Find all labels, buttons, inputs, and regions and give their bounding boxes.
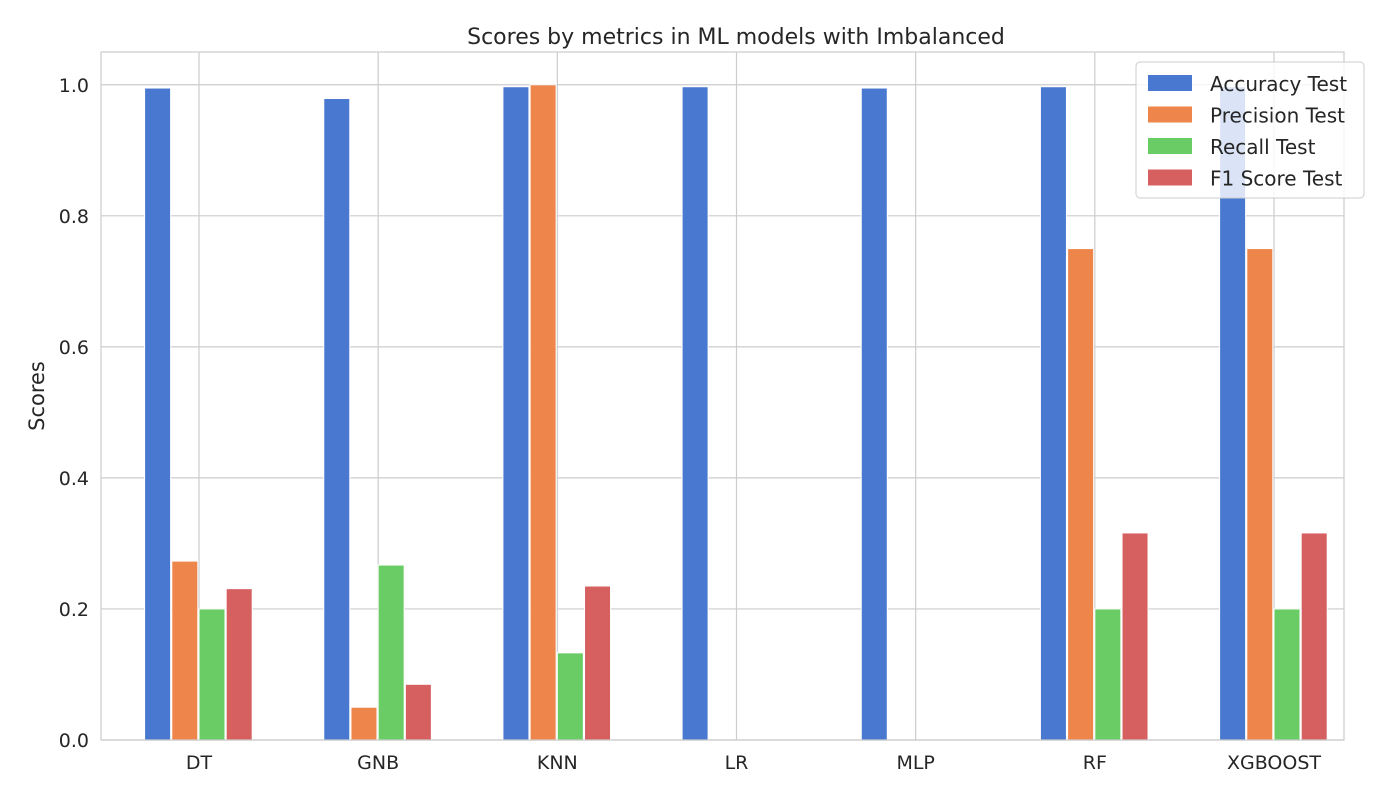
- bar-accuracy-test-gnb: [323, 98, 351, 741]
- bar-precision-test-dt: [171, 560, 199, 741]
- y-axis-label: Scores: [25, 361, 49, 431]
- bars: [144, 84, 1328, 741]
- bar-recall-test-gnb: [377, 564, 405, 741]
- bar-f1-score-test-dt: [225, 588, 253, 741]
- bar-f1-score-test-knn: [584, 585, 612, 741]
- y-tick-label: 0.4: [59, 468, 89, 490]
- x-tick-label: KNN: [537, 752, 578, 774]
- legend-label[interactable]: Recall Test: [1210, 135, 1316, 159]
- legend-label[interactable]: F1 Score Test: [1210, 167, 1343, 191]
- bar-recall-test-rf: [1094, 608, 1122, 741]
- y-tick-label: 0.2: [59, 599, 89, 621]
- x-tick-label: RF: [1083, 752, 1107, 774]
- bar-precision-test-xgboost: [1246, 248, 1274, 741]
- x-tick-labels: DT GNB KNN LR MLP RF XGBOOST: [186, 752, 1322, 774]
- bar-precision-test-knn: [529, 84, 557, 741]
- bar-f1-score-test-xgboost: [1300, 532, 1328, 741]
- x-tick-label: XGBOOST: [1227, 752, 1321, 774]
- bar-accuracy-test-knn: [502, 86, 530, 741]
- bar-recall-test-dt: [198, 608, 226, 741]
- legend-swatch: [1148, 169, 1192, 186]
- y-tick-label: 0.6: [59, 337, 89, 359]
- x-tick-label: MLP: [896, 752, 934, 774]
- y-tick-label: 1.0: [59, 75, 89, 97]
- chart-title: Scores by metrics in ML models with Imba…: [467, 25, 1005, 50]
- bar-recall-test-knn: [556, 652, 584, 741]
- x-tick-label: LR: [725, 752, 749, 774]
- legend[interactable]: Accuracy Test Precision Test Recall Test F1…: [1135, 61, 1365, 199]
- bar-accuracy-test-dt: [144, 87, 172, 741]
- legend-label[interactable]: Precision Test: [1210, 104, 1345, 128]
- y-tick-label: 0.8: [59, 206, 89, 228]
- bar-accuracy-test-mlp: [860, 87, 888, 741]
- legend-swatch: [1148, 138, 1192, 154]
- bar-precision-test-rf: [1067, 248, 1095, 741]
- bar-accuracy-test-lr: [681, 86, 709, 741]
- legend-swatch: [1148, 75, 1192, 91]
- legend-box: [1135, 61, 1365, 199]
- plot-frame: [100, 51, 1345, 741]
- bar-precision-test-gnb: [350, 706, 378, 741]
- grid-lines: [101, 52, 1344, 741]
- bar-recall-test-xgboost: [1273, 608, 1301, 741]
- y-tick-labels: 0.0 0.2 0.4 0.6 0.8 1.0: [59, 75, 89, 752]
- bar-accuracy-test-rf: [1039, 86, 1067, 741]
- legend-swatch: [1148, 106, 1192, 123]
- bar-f1-score-test-gnb: [404, 683, 432, 741]
- y-tick-label: 0.0: [59, 730, 89, 752]
- x-tick-label: DT: [186, 752, 213, 774]
- x-tick-label: GNB: [357, 752, 399, 774]
- bar-f1-score-test-rf: [1121, 532, 1149, 741]
- legend-label[interactable]: Accuracy Test: [1210, 72, 1347, 96]
